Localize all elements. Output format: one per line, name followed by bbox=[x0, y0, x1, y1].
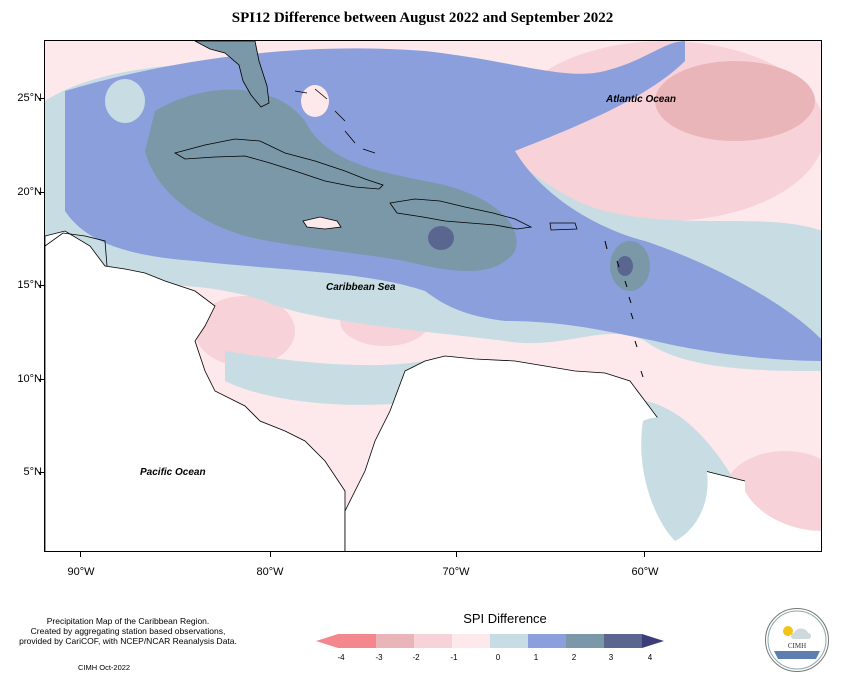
legend-swatch bbox=[490, 634, 528, 648]
legend-tick: 3 bbox=[608, 653, 614, 662]
jamaica-coastline bbox=[302, 216, 342, 230]
lat-tick bbox=[39, 285, 44, 286]
legend-tick: 4 bbox=[647, 653, 653, 662]
legend-tick: 2 bbox=[571, 653, 577, 662]
legend-arrow-right bbox=[642, 634, 664, 648]
lon-tick bbox=[644, 552, 645, 557]
lat-label: 5°N bbox=[23, 466, 42, 478]
legend-swatch bbox=[452, 634, 490, 648]
lon-tick bbox=[456, 552, 457, 557]
lat-label: 20°N bbox=[17, 186, 42, 198]
lat-tick bbox=[39, 98, 44, 99]
legend-arrow-left bbox=[316, 634, 338, 648]
atlantic-ocean-label: Atlantic Ocean bbox=[606, 94, 677, 105]
cimh-logo-icon: CIMH bbox=[767, 610, 827, 670]
legend-tick: 0 bbox=[495, 653, 501, 662]
logo-text: CIMH bbox=[788, 642, 806, 650]
legend-tick: -1 bbox=[450, 653, 458, 662]
cimh-logo: CIMH bbox=[765, 608, 829, 672]
lat-label: 25°N bbox=[17, 92, 42, 104]
legend-tick: 1 bbox=[533, 653, 539, 662]
lon-label: 60°W bbox=[631, 566, 659, 578]
hispaniola-coastline bbox=[389, 198, 533, 230]
legend-swatch bbox=[528, 634, 566, 648]
french-guiana-shade bbox=[745, 471, 821, 531]
lesser-antilles-coastline bbox=[604, 240, 644, 378]
footer-credit: CIMH Oct-2022 bbox=[78, 663, 131, 672]
legend-swatch bbox=[376, 634, 414, 648]
legend-swatch bbox=[566, 634, 604, 648]
spi-difference-map bbox=[45, 41, 821, 551]
atlantic-strong-dry-zone bbox=[655, 61, 815, 141]
legend-swatch bbox=[338, 634, 376, 648]
legend-tick: -4 bbox=[337, 653, 345, 662]
legend-swatch bbox=[604, 634, 642, 648]
lon-tick bbox=[80, 552, 81, 557]
guadeloupe-very-wet-zone bbox=[617, 256, 633, 276]
guyana-shade bbox=[641, 417, 708, 541]
caribbean-sea-label: Caribbean Sea bbox=[326, 282, 396, 293]
lat-tick bbox=[39, 472, 44, 473]
lat-label: 10°N bbox=[17, 373, 42, 385]
lon-label: 90°W bbox=[67, 566, 95, 578]
puerto-rico-coastline bbox=[549, 222, 578, 231]
legend-tick: -2 bbox=[412, 653, 420, 662]
florida-land bbox=[194, 41, 270, 108]
lon-tick bbox=[270, 552, 271, 557]
footer-line: Precipitation Map of the Caribbean Regio… bbox=[46, 616, 210, 626]
legend-tick: -3 bbox=[375, 653, 383, 662]
map-title: SPI12 Difference between August 2022 and… bbox=[231, 10, 614, 26]
legend-title: SPI Difference bbox=[463, 611, 547, 626]
lat-tick bbox=[39, 192, 44, 193]
bahamas-coastline bbox=[294, 88, 376, 154]
map-frame[interactable] bbox=[44, 40, 822, 552]
bahamas-light-patch bbox=[301, 85, 329, 117]
footer-line: Created by aggregating station based obs… bbox=[30, 626, 226, 636]
central-america-dry-zone bbox=[195, 296, 295, 366]
lon-label: 80°W bbox=[256, 566, 284, 578]
cuba-coastline bbox=[173, 138, 384, 190]
footer-description: Precipitation Map of the Caribbean Regio… bbox=[8, 616, 248, 646]
legend-colorbar bbox=[316, 634, 664, 648]
central-america-land bbox=[45, 230, 346, 551]
lat-tick bbox=[39, 379, 44, 380]
lon-label: 70°W bbox=[442, 566, 470, 578]
south-caribbean-wet-zone bbox=[225, 351, 425, 405]
lat-label: 15°N bbox=[17, 279, 42, 291]
color-legend bbox=[316, 630, 686, 657]
legend-swatch bbox=[414, 634, 452, 648]
wet-zone bbox=[145, 89, 517, 271]
hispaniola-very-wet-zone bbox=[428, 226, 454, 250]
yucatan-coastline bbox=[45, 232, 108, 267]
footer-line: provided by CariCOF, with NCEP/NCAR Rean… bbox=[19, 636, 237, 646]
pacific-ocean-label: Pacific Ocean bbox=[140, 467, 206, 478]
gulf-light-patch bbox=[105, 79, 145, 123]
